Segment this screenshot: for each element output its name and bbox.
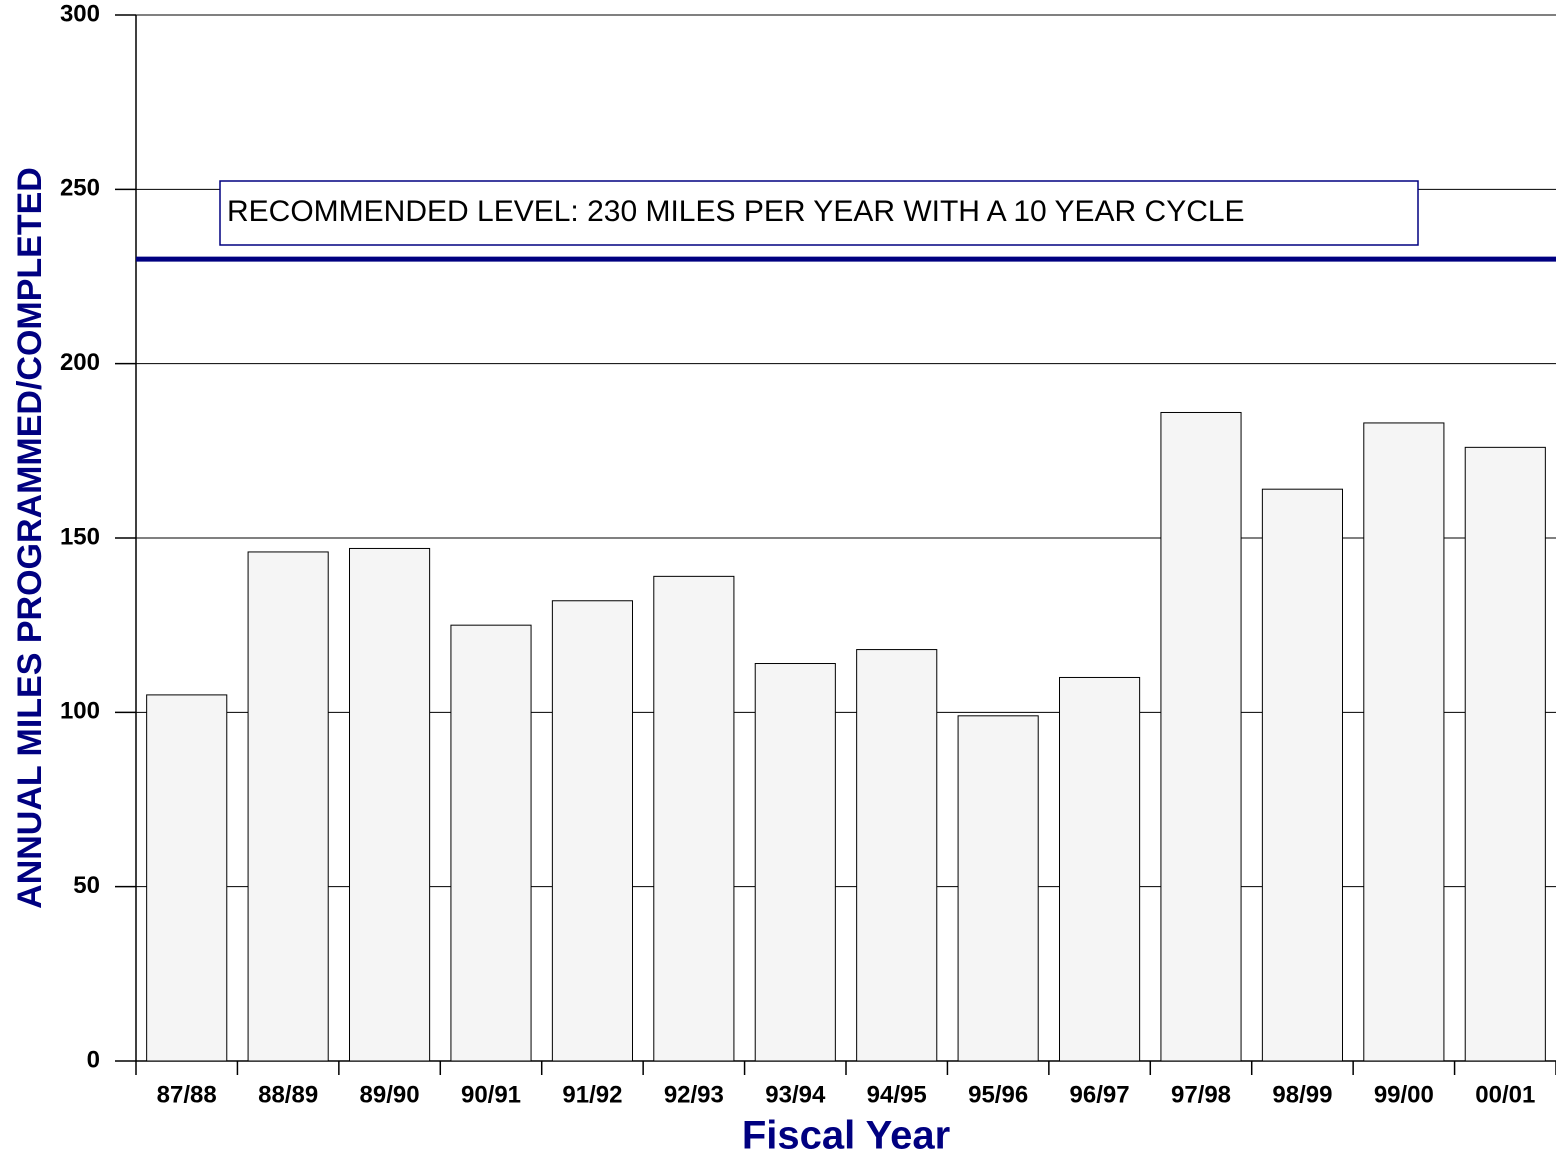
x-tick-label: 96/97 <box>1070 1081 1130 1108</box>
x-tick-label: 97/98 <box>1171 1081 1231 1108</box>
y-tick-label: 250 <box>60 175 100 202</box>
bar <box>551 600 633 1062</box>
x-tick-label: 95/96 <box>968 1081 1028 1108</box>
y-tick-label: 50 <box>73 872 100 899</box>
x-tick-label: 99/00 <box>1374 1081 1434 1108</box>
bar <box>1363 422 1445 1062</box>
y-tick-label: 100 <box>60 698 100 725</box>
bar <box>1261 488 1343 1062</box>
y-tick-label: 150 <box>60 523 100 550</box>
y-tick-label: 200 <box>60 349 100 376</box>
bar <box>957 715 1039 1062</box>
x-tick-label: 87/88 <box>157 1081 217 1108</box>
x-tick-label: 91/92 <box>562 1081 622 1108</box>
x-tick-label: 92/93 <box>664 1081 724 1108</box>
x-tick-label: 00/01 <box>1475 1081 1535 1108</box>
y-tick-label: 0 <box>87 1046 100 1073</box>
bar <box>450 624 532 1062</box>
x-tick-label: 93/94 <box>765 1081 826 1108</box>
x-axis-title: Fiscal Year <box>742 1114 950 1158</box>
bar <box>1464 446 1546 1062</box>
bar <box>754 663 836 1062</box>
y-tick-label: 300 <box>60 0 100 27</box>
bar <box>856 649 938 1062</box>
bar <box>146 694 228 1062</box>
x-tick-label: 88/89 <box>258 1081 318 1108</box>
x-tick-label: 98/99 <box>1272 1081 1332 1108</box>
bar <box>653 575 735 1062</box>
x-tick-label: 89/90 <box>360 1081 420 1108</box>
x-tick-label: 94/95 <box>867 1081 927 1108</box>
bar <box>1059 676 1141 1062</box>
annotation-box <box>219 180 1419 246</box>
annotation: RECOMMENDED LEVEL: 230 MILES PER YEAR WI… <box>227 195 1245 228</box>
bar <box>349 547 431 1062</box>
bar <box>247 551 329 1062</box>
bar <box>1160 411 1242 1062</box>
y-axis-title: ANNUAL MILES PROGRAMMED/COMPLETED <box>11 167 49 909</box>
x-tick-label: 90/91 <box>461 1081 521 1108</box>
